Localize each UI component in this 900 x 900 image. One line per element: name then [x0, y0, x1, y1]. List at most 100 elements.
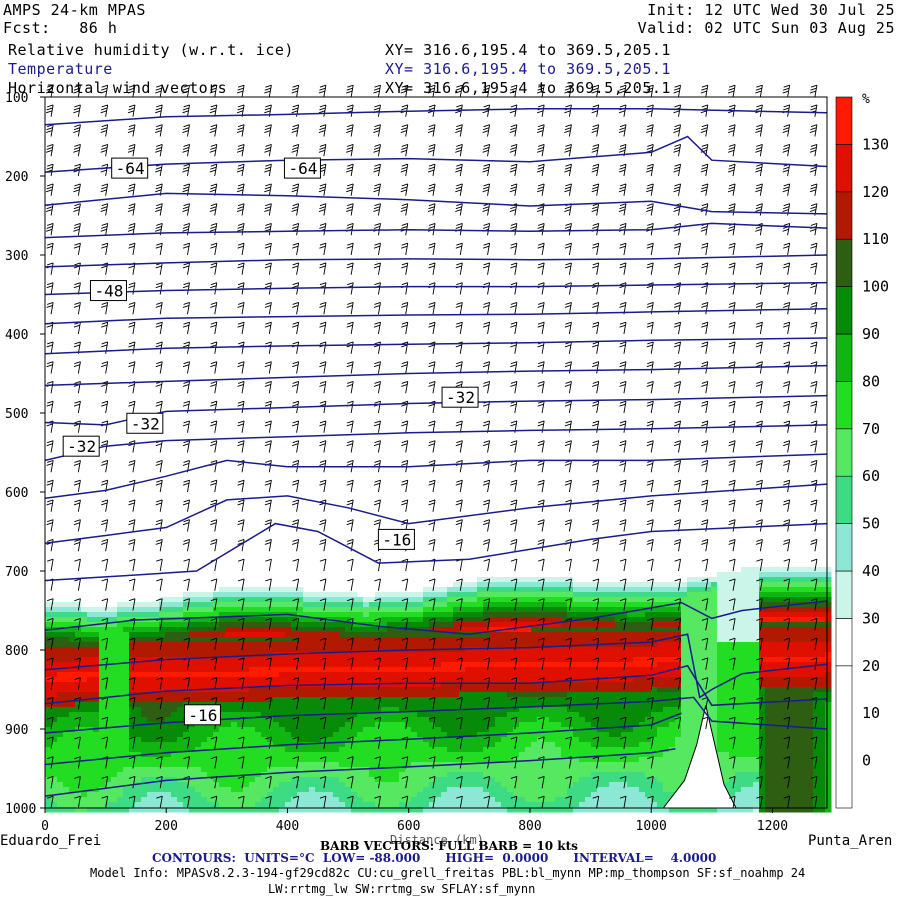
rh-cell	[477, 712, 484, 718]
rh-cell	[525, 717, 532, 723]
rh-cell	[111, 632, 118, 638]
rh-cell	[591, 592, 598, 598]
rh-cell	[417, 782, 424, 788]
rh-cell	[45, 682, 52, 688]
rh-cell	[459, 647, 466, 653]
rh-cell	[255, 707, 262, 713]
rh-cell	[369, 767, 376, 773]
rh-cell	[267, 792, 274, 798]
rh-cell	[639, 667, 646, 673]
rh-cell	[441, 657, 448, 663]
rh-cell	[207, 662, 214, 668]
rh-cell	[627, 597, 634, 603]
rh-cell	[555, 702, 562, 708]
rh-cell	[219, 762, 226, 768]
rh-cell	[573, 762, 580, 768]
rh-cell	[543, 802, 550, 808]
rh-cell	[477, 667, 484, 673]
rh-cell	[231, 807, 238, 813]
rh-cell	[651, 697, 658, 703]
rh-cell	[267, 787, 274, 793]
rh-cell	[327, 782, 334, 788]
rh-cell	[417, 802, 424, 808]
rh-cell	[111, 657, 118, 663]
rh-cell	[405, 692, 412, 698]
rh-cell	[177, 787, 184, 793]
rh-cell	[441, 697, 448, 703]
rh-cell	[111, 667, 118, 673]
rh-cell	[159, 767, 166, 773]
rh-cell	[711, 712, 718, 718]
rh-cell	[651, 802, 658, 808]
rh-cell	[381, 797, 388, 803]
rh-cell	[129, 762, 136, 768]
rh-cell	[477, 737, 484, 743]
rh-cell	[375, 662, 382, 668]
rh-cell	[615, 767, 622, 773]
rh-cell	[183, 662, 190, 668]
rh-cell	[639, 672, 646, 678]
rh-cell	[555, 622, 562, 628]
rh-cell	[357, 717, 364, 723]
rh-cell	[105, 737, 112, 743]
rh-cell	[309, 652, 316, 658]
rh-cell	[57, 627, 64, 633]
rh-cell	[651, 772, 658, 778]
rh-cell	[657, 597, 664, 603]
rh-cell	[441, 797, 448, 803]
rh-cell	[303, 687, 310, 693]
rh-cell	[129, 802, 136, 808]
rh-cell	[321, 727, 328, 733]
rh-cell	[429, 772, 436, 778]
rh-cell	[489, 717, 496, 723]
rh-cell	[591, 792, 598, 798]
rh-cell	[225, 807, 232, 813]
rh-cell	[627, 702, 634, 708]
rh-cell	[225, 787, 232, 793]
rh-cell	[57, 612, 64, 618]
rh-cell	[171, 752, 178, 758]
rh-cell	[201, 682, 208, 688]
rh-cell	[279, 697, 286, 703]
rh-cell	[285, 637, 292, 643]
rh-cell	[639, 787, 646, 793]
rh-cell	[75, 762, 82, 768]
rh-cell	[123, 792, 130, 798]
rh-cell	[273, 732, 280, 738]
rh-cell	[393, 682, 400, 688]
rh-cell	[333, 642, 340, 648]
rh-cell	[321, 777, 328, 783]
rh-cell	[201, 642, 208, 648]
rh-cell	[675, 782, 682, 788]
rh-cell	[519, 607, 526, 613]
rh-cell	[93, 802, 100, 808]
rh-cell	[153, 612, 160, 618]
rh-cell	[159, 737, 166, 743]
rh-cell	[525, 762, 532, 768]
rh-cell	[399, 767, 406, 773]
rh-cell	[219, 612, 226, 618]
rh-cell	[483, 662, 490, 668]
rh-cell	[351, 622, 358, 628]
rh-cell	[321, 772, 328, 778]
rh-cell	[345, 732, 352, 738]
rh-cell	[657, 722, 664, 728]
rh-cell	[189, 777, 196, 783]
rh-cell	[669, 637, 676, 643]
rh-cell	[657, 787, 664, 793]
rh-cell	[309, 797, 316, 803]
rh-cell	[591, 737, 598, 743]
rh-cell	[435, 672, 442, 678]
rh-cell	[699, 602, 706, 608]
rh-cell	[219, 622, 226, 628]
rh-cell	[165, 772, 172, 778]
rh-cell	[105, 707, 112, 713]
rh-cell	[639, 712, 646, 718]
rh-cell	[99, 802, 106, 808]
rh-cell	[207, 727, 214, 733]
rh-cell	[135, 682, 142, 688]
rh-cell	[633, 617, 640, 623]
rh-cell	[291, 642, 298, 648]
rh-cell	[81, 807, 88, 813]
rh-cell	[231, 767, 238, 773]
